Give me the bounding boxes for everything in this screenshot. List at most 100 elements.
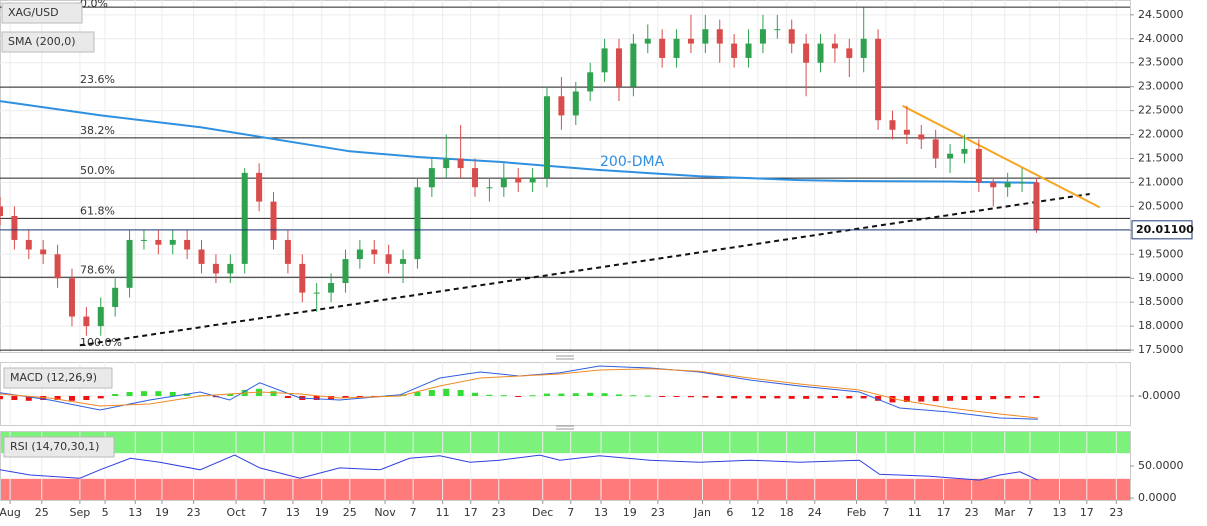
y-tick-label: 50.0000 bbox=[1138, 459, 1184, 472]
sma-label: 200-DMA bbox=[600, 154, 665, 170]
candle-body bbox=[112, 287, 119, 307]
y-tick-label: 18.0000 bbox=[1138, 319, 1184, 332]
rsi-line bbox=[0, 454, 1039, 481]
candle-body bbox=[601, 48, 608, 73]
x-tick-label: 13 bbox=[128, 506, 142, 519]
fib-label: 78.6% bbox=[80, 263, 115, 276]
y-tick-label: 19.5000 bbox=[1138, 247, 1184, 260]
candle-body bbox=[270, 201, 277, 240]
macd-histogram-bar bbox=[270, 391, 277, 396]
macd-histogram-bar bbox=[428, 390, 435, 396]
candle-body bbox=[975, 148, 982, 183]
macd-histogram-bar bbox=[673, 396, 680, 397]
macd-histogram-bar bbox=[544, 393, 551, 396]
macd-histogram-bar bbox=[155, 391, 162, 396]
macd-histogram-bar bbox=[1033, 396, 1040, 398]
candle-body bbox=[745, 43, 752, 58]
candle-body bbox=[25, 239, 32, 250]
label-box bbox=[1, 2, 83, 24]
candle-body bbox=[947, 153, 954, 159]
macd-histogram-bar bbox=[889, 396, 896, 403]
y-tick-label: 23.0000 bbox=[1138, 80, 1184, 93]
x-tick-label: 23 bbox=[1109, 506, 1123, 519]
macd-histogram-bar bbox=[558, 393, 565, 396]
candle-body bbox=[903, 129, 910, 135]
macd-histogram-bar bbox=[903, 396, 910, 402]
x-tick-label: 19 bbox=[315, 506, 329, 519]
candle-body bbox=[558, 96, 565, 116]
candle-body bbox=[184, 239, 191, 250]
x-tick-label: Jan bbox=[693, 506, 711, 519]
candle-body bbox=[673, 38, 680, 58]
x-tick-label: 17 bbox=[1080, 506, 1094, 519]
x-tick-label: 25 bbox=[343, 506, 357, 519]
macd-histogram-bar bbox=[515, 396, 522, 397]
macd-histogram-bar bbox=[687, 396, 694, 398]
macd-histogram-bar bbox=[184, 393, 191, 396]
candle-body bbox=[500, 177, 507, 188]
candle-body bbox=[313, 292, 320, 294]
x-tick-label: Feb bbox=[847, 506, 866, 519]
macd-histogram-bar bbox=[990, 396, 997, 400]
x-tick-label: 19 bbox=[623, 506, 637, 519]
candle-body bbox=[472, 168, 479, 188]
x-tick-label: Dec bbox=[532, 506, 553, 519]
candle-body bbox=[385, 254, 392, 264]
macd-histogram-bar bbox=[644, 395, 651, 397]
x-tick-label: 7 bbox=[1026, 506, 1033, 519]
x-tick-label: 6 bbox=[726, 506, 733, 519]
candle-body bbox=[659, 38, 666, 58]
candle-body bbox=[831, 43, 838, 49]
candle-body bbox=[572, 91, 579, 116]
x-tick-label: 19 bbox=[155, 506, 169, 519]
candle-body bbox=[961, 148, 968, 154]
candle-body bbox=[299, 263, 306, 293]
x-tick-label: 17 bbox=[937, 506, 951, 519]
macd-histogram-bar bbox=[831, 396, 838, 398]
macd-histogram-bar bbox=[587, 392, 594, 396]
y-tick-label: 21.5000 bbox=[1138, 152, 1184, 165]
macd-histogram-bar bbox=[40, 396, 47, 400]
x-tick-label: Aug bbox=[0, 506, 21, 519]
last-price-box bbox=[1131, 220, 1193, 240]
macd-histogram-bar bbox=[25, 396, 32, 401]
y-tick-label: 23.5000 bbox=[1138, 56, 1184, 69]
trendline bbox=[902, 104, 1101, 209]
x-tick-label: 23 bbox=[965, 506, 979, 519]
candle-body bbox=[774, 29, 781, 31]
x-tick-label: 13 bbox=[594, 506, 608, 519]
candle-body bbox=[40, 249, 47, 255]
fib-label: 0.0% bbox=[80, 0, 108, 10]
trendline bbox=[79, 193, 1090, 347]
y-tick-label: 18.5000 bbox=[1138, 295, 1184, 308]
macd-histogram-bar bbox=[659, 396, 666, 397]
x-tick-label: 12 bbox=[751, 506, 765, 519]
candle-body bbox=[414, 187, 421, 260]
candle-body bbox=[97, 306, 104, 327]
candle-body bbox=[759, 29, 766, 44]
x-tick-label: 13 bbox=[1052, 506, 1066, 519]
macd-histogram-bar bbox=[83, 396, 90, 400]
y-tick-label: 17.5000 bbox=[1138, 343, 1184, 356]
macd-histogram-bar bbox=[457, 390, 464, 396]
candle-body bbox=[356, 249, 363, 260]
macd-histogram-bar bbox=[169, 392, 176, 396]
macd-histogram-bar bbox=[126, 392, 133, 396]
x-tick-label: 7 bbox=[567, 506, 574, 519]
candle-body bbox=[486, 187, 493, 189]
x-tick-label: Oct bbox=[227, 506, 247, 519]
candle-body bbox=[1004, 182, 1011, 188]
fib-label: 50.0% bbox=[80, 164, 115, 177]
macd-histogram-bar bbox=[313, 396, 320, 400]
macd-histogram-bar bbox=[759, 396, 766, 399]
x-tick-label: Mar bbox=[994, 506, 1015, 519]
candle-body bbox=[371, 249, 378, 255]
y-tick-label: 24.0000 bbox=[1138, 32, 1184, 45]
macd-line bbox=[0, 368, 1038, 419]
candle-body bbox=[256, 172, 263, 202]
main-panel bbox=[0, 0, 1131, 353]
macd-histogram-bar bbox=[702, 396, 709, 398]
candle-body bbox=[918, 134, 925, 140]
candle-body bbox=[140, 239, 147, 241]
macd-histogram-bar bbox=[227, 394, 234, 396]
